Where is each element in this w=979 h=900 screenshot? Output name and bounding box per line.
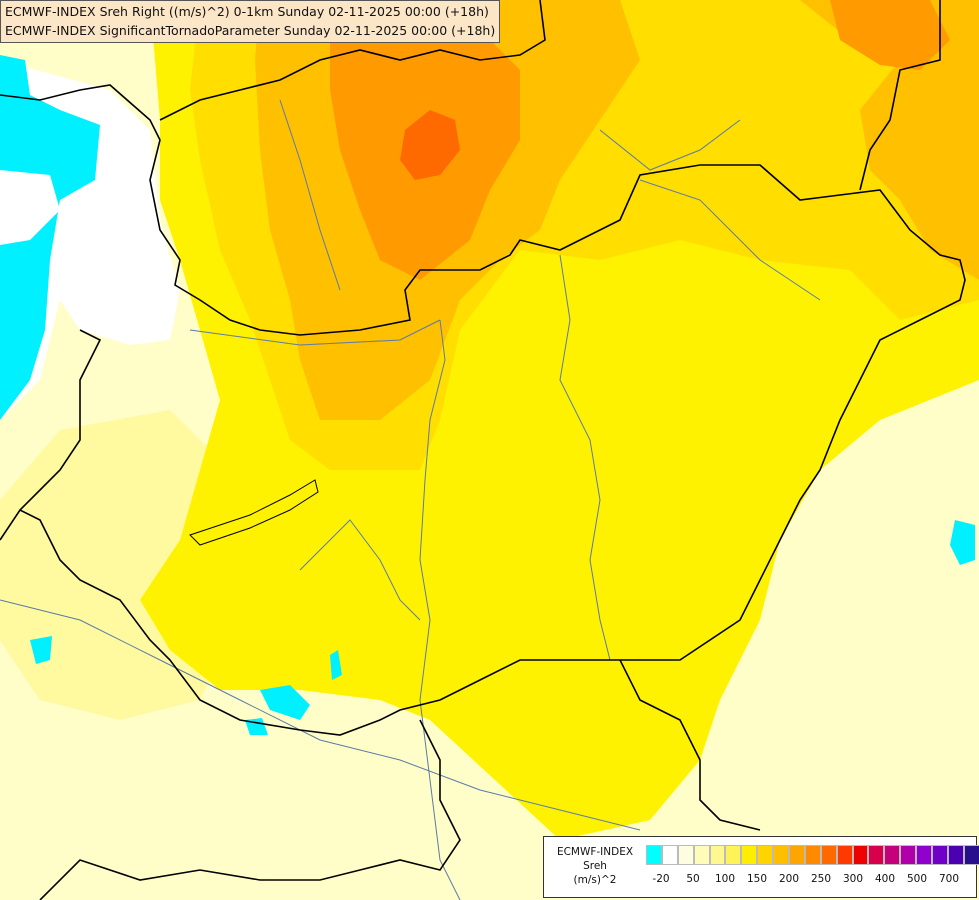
legend-line-2: Sreh (583, 860, 607, 872)
legend-tick-label: 300 (842, 873, 864, 885)
legend-swatch (789, 845, 805, 865)
legend-swatch (900, 845, 917, 865)
cyan-patch-southwest-1 (30, 636, 52, 664)
cyan-patch-east (950, 520, 975, 565)
legend-line-1: ECMWF-INDEX (556, 846, 634, 858)
legend-swatch (916, 845, 933, 865)
legend-tick-label: 500 (906, 873, 928, 885)
legend-swatch (804, 845, 821, 865)
legend-swatch (773, 845, 790, 865)
legend-ticks: -20 50 100 150 200 250 300 400 500 700 (646, 873, 974, 889)
legend-swatch (963, 845, 979, 865)
cyan-patch-southwest-3 (330, 650, 342, 680)
dark-orange-core (400, 110, 460, 180)
legend-tick-label: 50 (686, 873, 700, 885)
legend-line-3: (m/s)^2 (573, 874, 617, 886)
legend-swatch (884, 845, 901, 865)
colorbar-legend: ECMWF-INDEX Sreh (m/s)^2 -20 50 100 150 200 2… (543, 836, 979, 898)
legend-label: ECMWF-INDEX Sreh (m/s)^2 (548, 845, 642, 887)
legend-swatch (932, 845, 948, 865)
legend-swatch (709, 845, 726, 865)
header-line-1: ECMWF-INDEX Sreh Right ((m/s)^2) 0-1km S… (5, 4, 489, 19)
legend-tick-label: 100 (714, 873, 736, 885)
white-patch-west (0, 170, 60, 245)
legend-swatch (677, 845, 694, 865)
amber-region-northeast (800, 0, 979, 280)
legend-tick-label: 700 (938, 873, 960, 885)
orange-region-northeast (830, 0, 950, 70)
legend-tick-label: 400 (874, 873, 896, 885)
legend-swatch (836, 845, 853, 865)
legend-swatch (725, 845, 742, 865)
legend-swatch (646, 845, 662, 865)
cyan-region-west (0, 55, 100, 420)
legend-tick-label: 200 (778, 873, 800, 885)
legend-tick-label: -20 (652, 873, 670, 885)
lake-balaton (189, 479, 319, 546)
legend-swatch (693, 845, 710, 865)
legend-swatch (741, 845, 758, 865)
legend-swatch (820, 845, 837, 865)
rivers (0, 99, 821, 900)
legend-tick-label: 150 (746, 873, 768, 885)
chart-header: ECMWF-INDEX Sreh Right ((m/s)^2) 0-1km S… (0, 0, 501, 43)
header-line-2: ECMWF-INDEX SignificantTornadoParameter … (5, 23, 496, 38)
legend-swatch (947, 845, 964, 865)
legend-swatch (852, 845, 869, 865)
legend-swatches (646, 845, 979, 865)
legend-swatch (868, 845, 885, 865)
legend-tick-label: 250 (810, 873, 832, 885)
legend-swatch (757, 845, 774, 865)
legend-swatch (661, 845, 678, 865)
cyan-patch-southwest-2 (260, 685, 310, 720)
